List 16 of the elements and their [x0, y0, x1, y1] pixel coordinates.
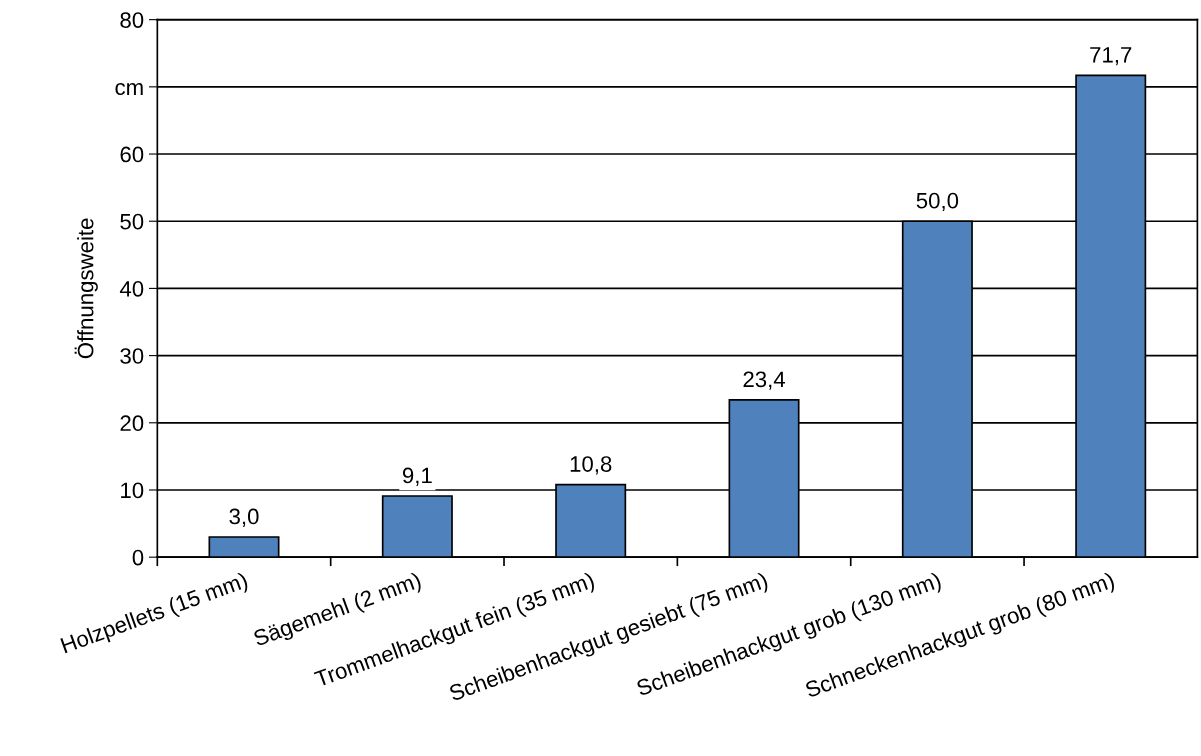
data-label: 71,7 [1090, 47, 1132, 66]
y-tick-label: 10 [121, 482, 144, 499]
y-tick-label: cm [115, 82, 143, 96]
y-tick-label: 40 [119, 280, 144, 297]
data-label: 23,4 [743, 371, 786, 390]
y-tick-label: 30 [120, 348, 144, 364]
data-label: 3,0 [229, 508, 259, 527]
y-tick-label: 50 [120, 213, 144, 230]
data-label: 9,1 [402, 467, 432, 486]
y-axis-title: Öffnungsweite [74, 218, 98, 359]
y-tick-label: 80 [120, 12, 144, 28]
y-tick-label: 60 [120, 146, 144, 163]
data-label: 50,0 [916, 192, 959, 212]
y-tick-label: 0 [132, 549, 144, 566]
data-label: 10,8 [570, 456, 612, 475]
y-tick-label: 20 [120, 415, 144, 432]
